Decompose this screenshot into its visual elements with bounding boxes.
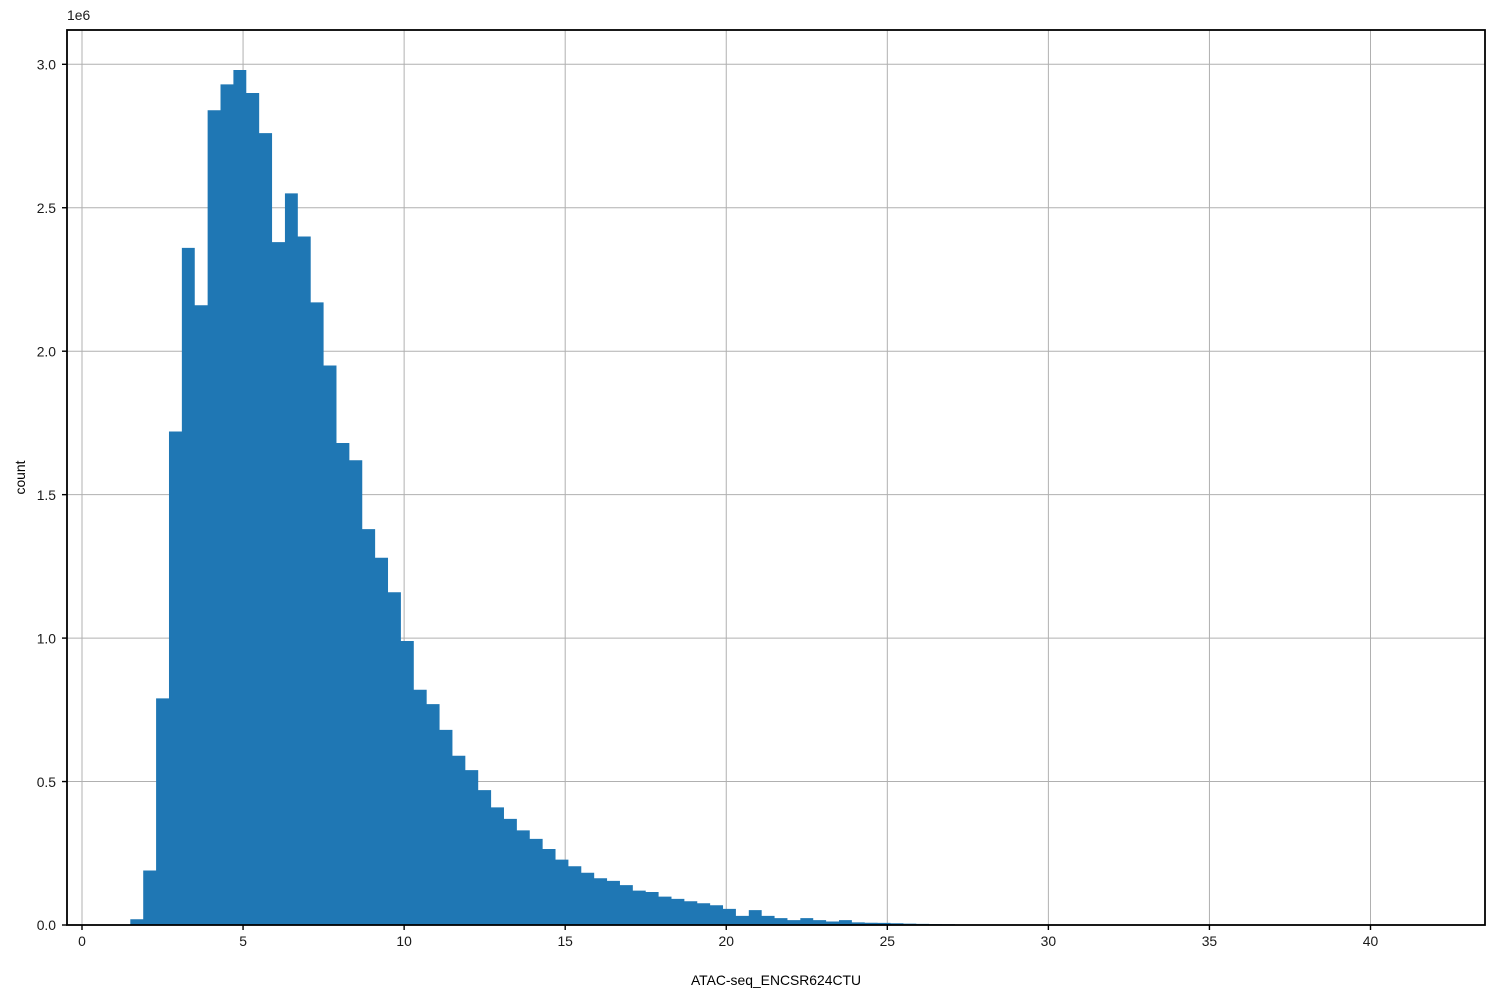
svg-text:1e6: 1e6 — [67, 7, 90, 23]
svg-text:1.0: 1.0 — [37, 630, 57, 646]
svg-text:15: 15 — [557, 933, 573, 949]
svg-text:3.0: 3.0 — [37, 57, 57, 73]
svg-text:25: 25 — [880, 933, 896, 949]
svg-text:30: 30 — [1041, 933, 1057, 949]
svg-text:2.5: 2.5 — [37, 200, 57, 216]
svg-text:0.0: 0.0 — [37, 917, 57, 933]
svg-text:2.0: 2.0 — [37, 343, 57, 359]
svg-text:35: 35 — [1202, 933, 1218, 949]
svg-text:40: 40 — [1363, 933, 1379, 949]
svg-text:count: count — [12, 460, 28, 494]
svg-text:5: 5 — [239, 933, 247, 949]
svg-text:20: 20 — [719, 933, 735, 949]
svg-text:ATAC-seq_ENCSR624CTU: ATAC-seq_ENCSR624CTU — [691, 972, 861, 988]
svg-text:10: 10 — [396, 933, 412, 949]
svg-text:0: 0 — [78, 933, 86, 949]
svg-text:1.5: 1.5 — [37, 487, 57, 503]
svg-text:0.5: 0.5 — [37, 774, 57, 790]
